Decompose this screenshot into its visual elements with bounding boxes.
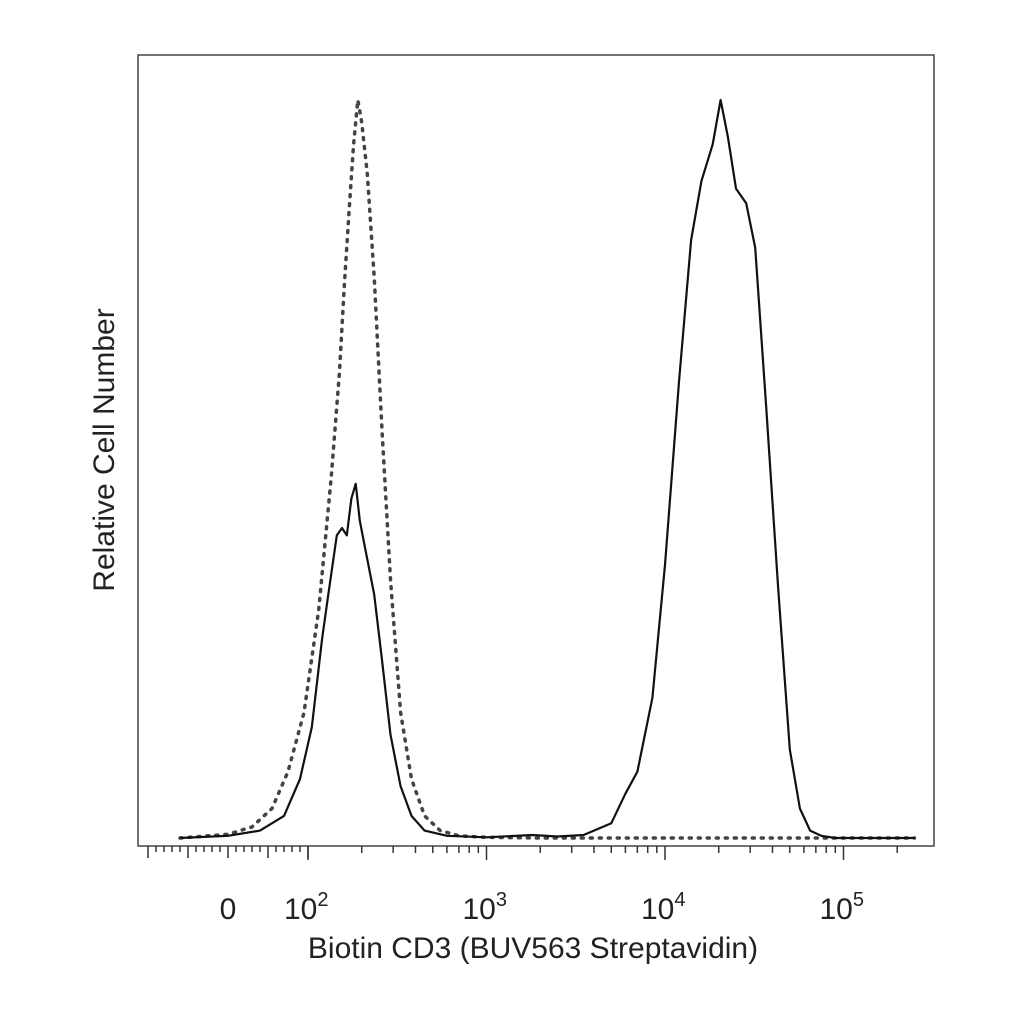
y-axis-label: Relative Cell Number xyxy=(88,308,121,591)
x-tick-label: 103 xyxy=(463,889,508,926)
histogram-series-dotted xyxy=(178,98,917,840)
plot-frame xyxy=(137,54,935,847)
x-tick-label: 0 xyxy=(220,893,237,926)
x-tick-label: 104 xyxy=(641,889,686,926)
x-axis-minor-ticks xyxy=(147,846,898,860)
series-layer xyxy=(178,98,917,840)
x-tick-label: 102 xyxy=(284,889,329,926)
x-tick-label: 105 xyxy=(820,889,865,926)
histogram-series-solid xyxy=(179,98,915,840)
x-axis-label: Biotin CD3 (BUV563 Streptavidin) xyxy=(308,932,758,965)
x-axis-tick-labels: 0 102 103 104 105 xyxy=(220,889,864,926)
